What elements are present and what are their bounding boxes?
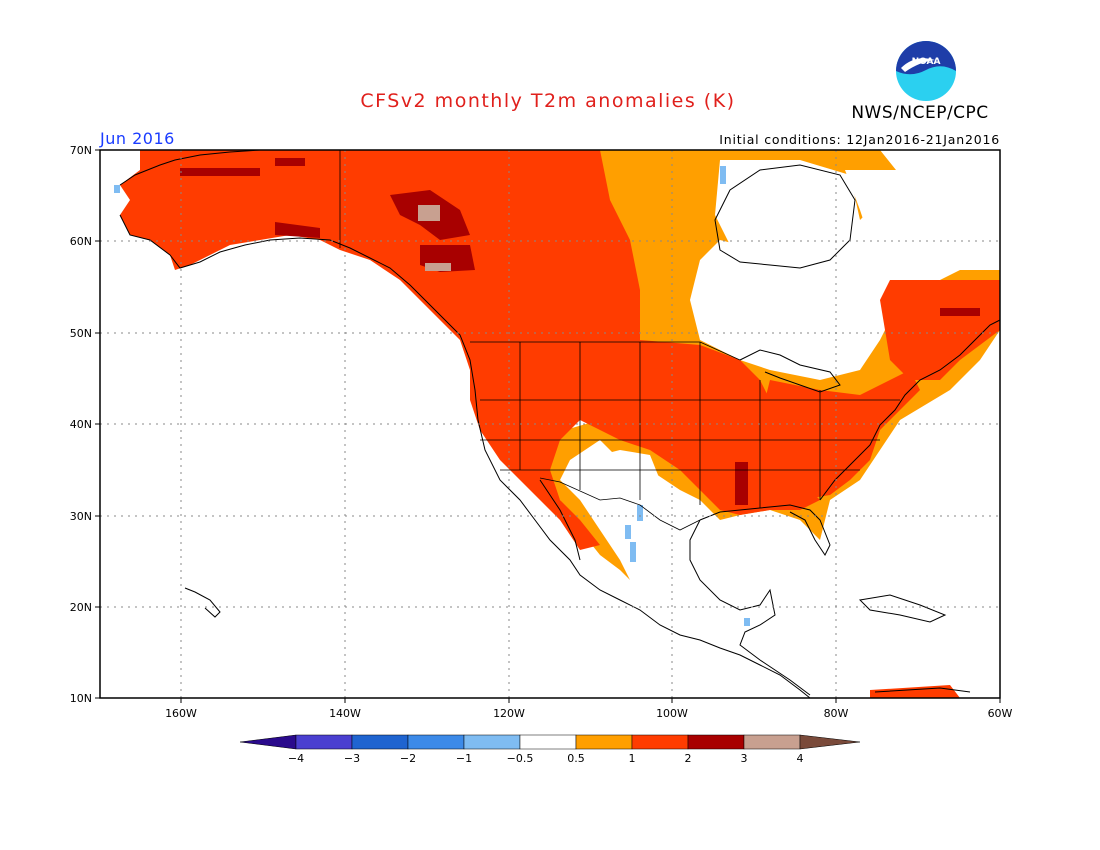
hudson-bay [714, 164, 856, 269]
legend-swatch [575, 734, 633, 750]
blue-spot-5 [114, 185, 120, 193]
blue-spot-6 [744, 618, 750, 626]
lon-labels: 160W 140W 120W 100W 80W 60W [165, 707, 1012, 720]
darkred-alaska [180, 168, 260, 176]
lon-tick: 120W [493, 707, 525, 720]
logo-bird-wing [901, 58, 935, 72]
initial-conditions: Initial conditions: 12Jan2016-21Jan2016 [719, 132, 1000, 147]
tan-patch-2 [425, 263, 451, 271]
state-lines [480, 342, 900, 508]
chart-title: CFSv2 monthly T2m anomalies (K) [0, 90, 1100, 112]
agency-label: NWS/NCEP/CPC [851, 103, 989, 123]
color-legend: −4 −3 −2 −1 −0.5 0.5 1 2 3 4 [239, 734, 861, 765]
forecast-month: Jun 2016 [100, 129, 175, 148]
legend-swatch [687, 734, 745, 750]
pacific-coast [119, 214, 811, 699]
tick-marks [95, 149, 1001, 703]
lat-tick: 40N [70, 418, 92, 431]
legend-swatch [631, 734, 689, 750]
legend-label: −2 [400, 752, 416, 765]
lat-tick: 20N [70, 601, 92, 614]
lat-tick: 70N [70, 144, 92, 157]
logo-text: NOAA [912, 57, 941, 67]
red-zone-northeast [880, 280, 1000, 380]
great-lakes [739, 349, 841, 393]
lon-tick: 140W [329, 707, 361, 720]
hawaii [184, 587, 221, 618]
blue-spot-2 [625, 525, 631, 539]
blue-spot-1 [720, 166, 726, 184]
legend-swatch [743, 734, 801, 750]
legend-swatch [407, 734, 465, 750]
baja-peninsula [539, 479, 581, 561]
tan-patch-1 [418, 205, 440, 221]
legend-label: 0.5 [567, 752, 585, 765]
legend-swatch [519, 734, 577, 750]
white-southwest [600, 450, 660, 500]
chart-title-text: CFSv2 monthly T2m anomalies (K) [360, 90, 736, 112]
orange-zone [530, 150, 1000, 580]
gulf-coast [699, 504, 831, 556]
lon-tick: 100W [656, 707, 688, 720]
lat-tick: 60N [70, 235, 92, 248]
lat-labels: 70N 60N 50N 40N 30N 20N 10N [70, 144, 92, 705]
lat-tick: 10N [70, 692, 92, 705]
cuba-hispaniola [858, 594, 947, 623]
legend-label: −4 [288, 752, 304, 765]
red-zone-west [120, 150, 820, 550]
legend-label: 1 [629, 752, 636, 765]
darkred-alaska-s [275, 222, 320, 238]
lat-tick: 30N [70, 510, 92, 523]
legend-label: 2 [685, 752, 692, 765]
blue-spot-3 [637, 505, 643, 521]
graticule [100, 150, 1000, 698]
legend-label: 3 [741, 752, 748, 765]
lon-tick: 160W [165, 707, 197, 720]
lat-tick: 50N [70, 327, 92, 340]
south-america-coast [874, 687, 971, 693]
darkred-louisiana [735, 462, 748, 505]
legend-swatch [463, 734, 521, 750]
borders [339, 150, 900, 531]
atlantic-coast [819, 319, 1001, 501]
legend-swatch [295, 734, 353, 750]
us-mexico-border [539, 477, 701, 531]
legend-label: −1 [456, 752, 472, 765]
legend-label: 4 [797, 752, 804, 765]
white-baffin [845, 170, 1000, 270]
anomaly-field [114, 150, 1000, 698]
legend-arrow-right [799, 734, 861, 750]
lon-tick: 80W [824, 707, 849, 720]
white-hudson-bay [715, 160, 860, 265]
darkred-quebec [940, 308, 980, 316]
blue-spot-4 [630, 542, 636, 562]
legend-arrow-left [239, 734, 297, 750]
legend-swatch [351, 734, 409, 750]
mexico-east-coast [689, 519, 811, 696]
legend-label: −3 [344, 752, 360, 765]
darkred-alaska-n [275, 158, 305, 166]
lon-tick: 60W [988, 707, 1013, 720]
legend-label: −0.5 [507, 752, 534, 765]
noaa-logo: NOAA [896, 41, 956, 101]
